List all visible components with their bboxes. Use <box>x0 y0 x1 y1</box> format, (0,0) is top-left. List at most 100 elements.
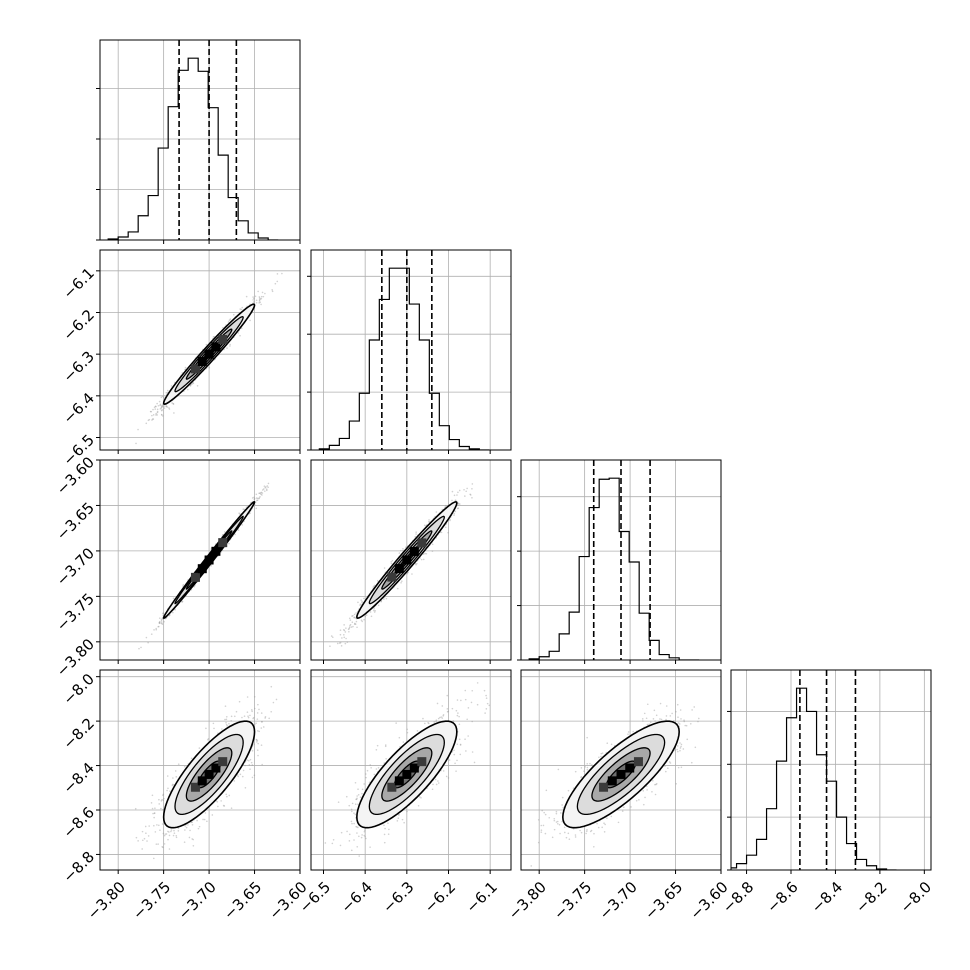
sample-point <box>373 609 375 612</box>
sample-point <box>208 366 211 369</box>
sample-point <box>263 485 266 487</box>
sample-point <box>551 836 554 839</box>
sample-point <box>432 783 434 786</box>
x-tick-label: −8.2 <box>852 878 890 916</box>
sample-point <box>583 770 585 772</box>
sample-point <box>454 762 456 765</box>
sample-point <box>357 793 360 796</box>
sample-point <box>187 824 189 826</box>
sample-point <box>230 807 233 809</box>
histogram-line <box>528 477 700 660</box>
sample-point <box>212 336 215 338</box>
density-peak-block <box>402 555 412 565</box>
sample-point <box>574 836 577 838</box>
sample-point <box>351 810 353 813</box>
sample-point <box>387 833 390 835</box>
x-tick-label: −8.0 <box>897 878 935 916</box>
sample-point <box>184 366 187 369</box>
density-peak-block <box>211 342 221 352</box>
sample-point <box>600 755 602 758</box>
density-peak-block <box>190 572 200 582</box>
sample-point <box>223 531 226 533</box>
sample-point <box>156 402 158 405</box>
sample-point <box>352 625 354 628</box>
sample-point <box>355 612 357 614</box>
sample-point <box>454 510 457 513</box>
density-peak-block <box>204 349 214 359</box>
sample-point <box>463 488 465 491</box>
sample-point <box>161 405 163 408</box>
sample-point <box>567 789 570 792</box>
sample-point <box>258 299 261 301</box>
y-tick-label: −8.4 <box>60 759 98 797</box>
sample-point <box>676 748 678 751</box>
sample-point <box>415 533 417 535</box>
sample-point <box>651 790 653 793</box>
sample-point <box>364 615 367 618</box>
sample-point <box>600 752 603 755</box>
sample-point <box>230 715 233 718</box>
sample-point <box>156 408 159 411</box>
sample-point <box>140 646 142 649</box>
sample-point <box>161 622 163 624</box>
sample-point <box>675 782 677 785</box>
sample-point <box>181 601 183 603</box>
sample-point <box>247 715 249 718</box>
sample-point <box>261 291 264 294</box>
sample-point <box>153 406 156 409</box>
sample-point <box>162 794 164 797</box>
sample-point <box>610 815 613 818</box>
sample-point <box>251 709 253 711</box>
sample-point <box>433 721 436 723</box>
sample-point <box>456 759 458 762</box>
sample-point <box>388 828 390 831</box>
sample-point <box>258 296 261 298</box>
sample-point <box>162 793 165 796</box>
sample-point <box>225 721 227 724</box>
sample-point <box>165 405 168 407</box>
sample-point <box>153 824 155 827</box>
sample-point <box>390 562 393 565</box>
sample-point <box>689 722 692 725</box>
sample-point <box>355 620 358 623</box>
sample-point <box>441 717 444 719</box>
sample-point <box>363 618 365 621</box>
sample-point <box>196 819 198 822</box>
sample-point <box>261 492 264 494</box>
sample-point <box>390 561 393 563</box>
sample-point <box>220 800 222 802</box>
sample-point <box>276 273 279 275</box>
sample-point <box>428 519 430 521</box>
y-tick-label: −8.8 <box>60 848 98 886</box>
sample-point <box>435 511 438 513</box>
sample-point <box>398 814 400 816</box>
sample-point <box>255 301 258 304</box>
sample-point <box>262 488 265 490</box>
sample-point <box>153 629 155 631</box>
sample-point <box>155 843 158 845</box>
sample-point <box>251 764 254 766</box>
sample-point <box>400 581 402 584</box>
sample-point <box>342 628 345 631</box>
sample-point <box>437 782 440 784</box>
sample-point <box>356 797 358 800</box>
sample-point <box>365 776 367 779</box>
sample-point <box>271 289 273 291</box>
sample-point <box>363 834 366 837</box>
sample-point <box>574 770 577 773</box>
sample-point <box>642 803 645 806</box>
sample-point <box>395 722 397 724</box>
sample-point <box>697 717 700 720</box>
sample-point <box>604 823 606 826</box>
sample-point <box>257 730 259 732</box>
sample-point <box>486 702 489 705</box>
sample-point <box>168 831 170 833</box>
sample-point <box>471 496 473 499</box>
sample-point <box>452 720 455 723</box>
sample-point <box>145 636 148 639</box>
sample-point <box>181 372 183 374</box>
sample-point <box>206 738 209 741</box>
sample-point <box>258 492 260 495</box>
sample-point <box>693 706 696 708</box>
sample-point <box>677 716 679 718</box>
